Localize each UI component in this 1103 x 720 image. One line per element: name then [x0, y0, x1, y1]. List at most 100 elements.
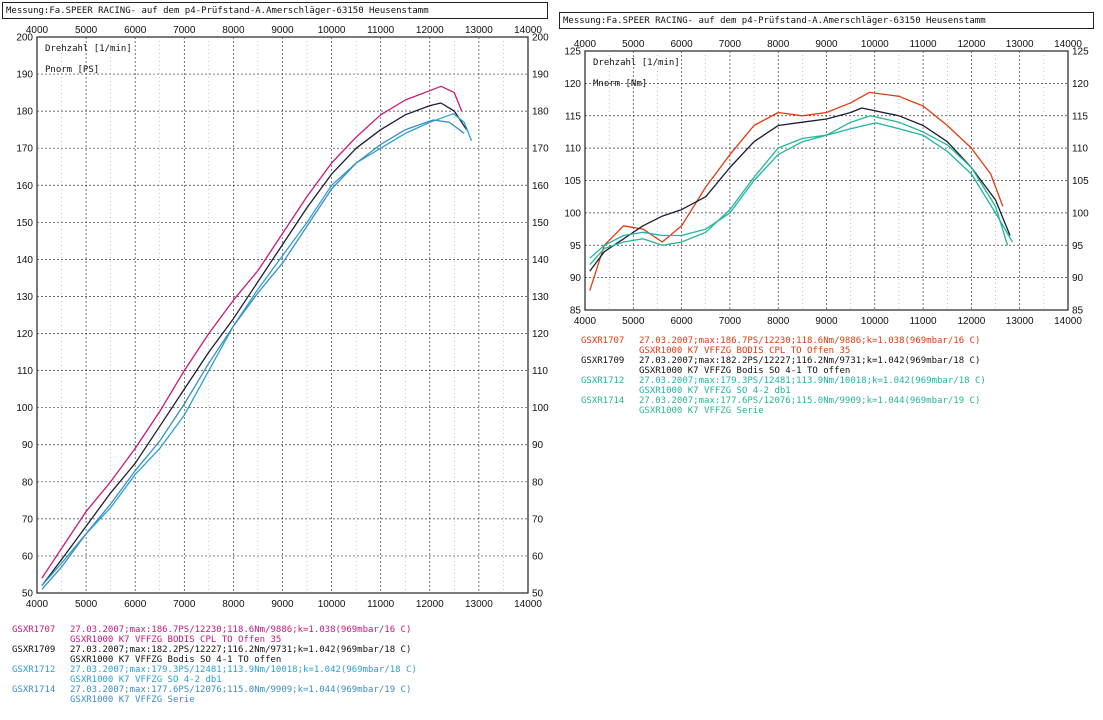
- legend-entry-gsxr1709: GSXR1709 27.03.2007;max:182.2PS/12227;116…: [12, 645, 417, 665]
- y-axis-label: Mnorm [Nm]: [593, 79, 647, 89]
- legend-entry-gsxr1707: GSXR1707 27.03.2007;max:186.7PS/12230;118…: [581, 336, 986, 356]
- x-tick-label-top: 12000: [416, 25, 444, 36]
- legend-run-id: GSXR1709: [581, 356, 625, 366]
- y-tick-label-right: 120: [532, 329, 549, 340]
- x-tick-label-bottom: 9000: [271, 599, 294, 610]
- x-tick-label-bottom: 8000: [767, 316, 790, 327]
- legend-description: GSXR1000 K7 VFFZG Bodis SO 4-1 TO offen: [70, 655, 282, 665]
- x-tick-label-top: 9000: [815, 39, 838, 50]
- x-tick-label-top: 13000: [1006, 39, 1034, 50]
- x-tick-label-bottom: 13000: [1006, 316, 1034, 327]
- y-tick-label-right: 110: [1072, 144, 1088, 155]
- legend-run-id: GSXR1707: [581, 336, 625, 346]
- x-tick-label-bottom: 5000: [622, 316, 645, 327]
- y-tick-label-right: 120: [1072, 79, 1089, 90]
- legend-description: GSXR1000 K7 VFFZG Bodis SO 4-1 TO offen: [639, 366, 851, 376]
- legend-run-id: GSXR1714: [581, 396, 625, 406]
- x-tick-label-bottom: 4000: [26, 599, 49, 610]
- y-tick-label-right: 90: [532, 440, 544, 451]
- y-tick-label-left: 100: [564, 208, 581, 219]
- legend-details: 27.03.2007;max:182.2PS/12227;116.2Nm/973…: [639, 356, 981, 366]
- y-tick-label-right: 125: [1072, 47, 1089, 58]
- y-tick-label-left: 60: [22, 551, 34, 562]
- y-tick-label-right: 100: [532, 403, 549, 414]
- y-tick-label-left: 120: [16, 329, 33, 340]
- x-tick-label-top: 11000: [367, 25, 395, 36]
- y-tick-label-right: 70: [532, 514, 544, 525]
- y-tick-label-left: 140: [16, 255, 33, 266]
- y-tick-label-right: 80: [532, 477, 544, 488]
- x-tick-label-top: 4000: [574, 39, 597, 50]
- torque-chart: 4000 4000 5000 5000 6000 6000 7000 7000 8000 8000…: [564, 39, 1089, 327]
- legend-entry-gsxr1712: GSXR1712 27.03.2007;max:179.3PS/12481;113…: [581, 376, 986, 396]
- legend-run-id: GSXR1709: [12, 645, 56, 655]
- legend-description: GSXR1000 K7 VFFZG BODIS CPL TO Offen 35: [70, 635, 282, 645]
- y-tick-label-left: 80: [22, 477, 34, 488]
- x-tick-label-bottom: 7000: [719, 316, 742, 327]
- y-tick-label-right: 180: [532, 107, 549, 118]
- y-tick-label-left: 115: [565, 111, 581, 122]
- y-tick-label-left: 95: [570, 241, 582, 252]
- y-tick-label-right: 100: [1072, 208, 1089, 219]
- y-tick-label-right: 110: [532, 366, 548, 377]
- x-tick-label-bottom: 10000: [861, 316, 889, 327]
- y-tick-label-right: 60: [532, 551, 544, 562]
- x-tick-label-bottom: 10000: [318, 599, 346, 610]
- x-tick-label-bottom: 11000: [910, 316, 938, 327]
- x-tick-label-top: 7000: [719, 39, 742, 50]
- x-tick-label-top: 4000: [26, 25, 49, 36]
- legend-entry-gsxr1709: GSXR1709 27.03.2007;max:182.2PS/12227;116…: [581, 356, 986, 376]
- y-tick-label-left: 50: [22, 589, 34, 600]
- y-tick-label-left: 200: [16, 33, 33, 44]
- x-tick-label-bottom: 11000: [367, 599, 395, 610]
- y-tick-label-right: 170: [532, 144, 549, 155]
- series-line-gsxr1707: [41, 85, 463, 579]
- legend-run-id: GSXR1714: [12, 685, 56, 695]
- series-line-gsxr1709: [589, 107, 1011, 272]
- y-tick-label-left: 170: [16, 144, 33, 155]
- y-tick-label-right: 160: [532, 181, 549, 192]
- series-line-gsxr1714: [41, 119, 465, 590]
- y-tick-label-left: 90: [22, 440, 34, 451]
- x-tick-label-bottom: 12000: [957, 316, 985, 327]
- series-line-gsxr1707: [589, 91, 1004, 291]
- y-tick-label-left: 180: [16, 107, 33, 118]
- x-axis-label: Drehzahl [1/min]: [45, 44, 132, 54]
- y-tick-label-left: 100: [16, 403, 33, 414]
- y-axis-label: Pnorm [PS]: [45, 65, 99, 75]
- x-tick-label-top: 10000: [861, 39, 889, 50]
- x-tick-label-top: 14000: [1054, 39, 1082, 50]
- x-tick-label-top: 5000: [622, 39, 645, 50]
- y-tick-label-left: 70: [22, 514, 34, 525]
- legend-description: GSXR1000 K7 VFFZG Serie: [70, 695, 195, 705]
- x-tick-label-bottom: 9000: [815, 316, 838, 327]
- legend-description: GSXR1000 K7 VFFZG SO 4-2 db1: [70, 675, 222, 685]
- legend-details: 27.03.2007;max:186.7PS/12230;118.6Nm/988…: [639, 336, 981, 346]
- y-tick-label-right: 115: [1072, 111, 1088, 122]
- y-tick-label-right: 150: [532, 218, 549, 229]
- x-tick-label-bottom: 8000: [222, 599, 245, 610]
- legend-details: 27.03.2007;max:182.2PS/12227;116.2Nm/973…: [70, 645, 412, 655]
- series-line-gsxr1712: [589, 122, 1014, 259]
- legend-right: GSXR1707 27.03.2007;max:186.7PS/12230;118…: [581, 336, 986, 416]
- series-line-gsxr1712: [41, 113, 473, 587]
- x-tick-label-bottom: 14000: [1054, 316, 1082, 327]
- x-tick-label-top: 8000: [767, 39, 790, 50]
- legend-entry-gsxr1714: GSXR1714 27.03.2007;max:177.6PS/12076;115…: [12, 685, 417, 705]
- legend-run-id: GSXR1712: [12, 665, 56, 675]
- x-tick-label-bottom: 7000: [173, 599, 196, 610]
- legend-description: GSXR1000 K7 VFFZG Serie: [639, 406, 764, 416]
- y-tick-label-left: 105: [564, 176, 581, 187]
- x-tick-label-bottom: 6000: [124, 599, 147, 610]
- y-tick-label-right: 95: [1072, 241, 1084, 252]
- y-tick-label-right: 140: [532, 255, 549, 266]
- legend-details: 27.03.2007;max:179.3PS/12481;113.9Nm/100…: [639, 376, 986, 386]
- y-tick-label-left: 125: [564, 47, 581, 58]
- power-chart: 4000 4000 5000 5000 6000 6000 7000 7000 8000 8000…: [16, 25, 549, 610]
- x-tick-label-bottom: 6000: [670, 316, 693, 327]
- legend-details: 27.03.2007;max:186.7PS/12230;118.6Nm/988…: [70, 625, 412, 635]
- legend-details: 27.03.2007;max:177.6PS/12076;115.0Nm/990…: [70, 685, 412, 695]
- x-tick-label-top: 13000: [465, 25, 493, 36]
- y-tick-label-right: 105: [1072, 176, 1089, 187]
- y-tick-label-right: 50: [532, 589, 544, 600]
